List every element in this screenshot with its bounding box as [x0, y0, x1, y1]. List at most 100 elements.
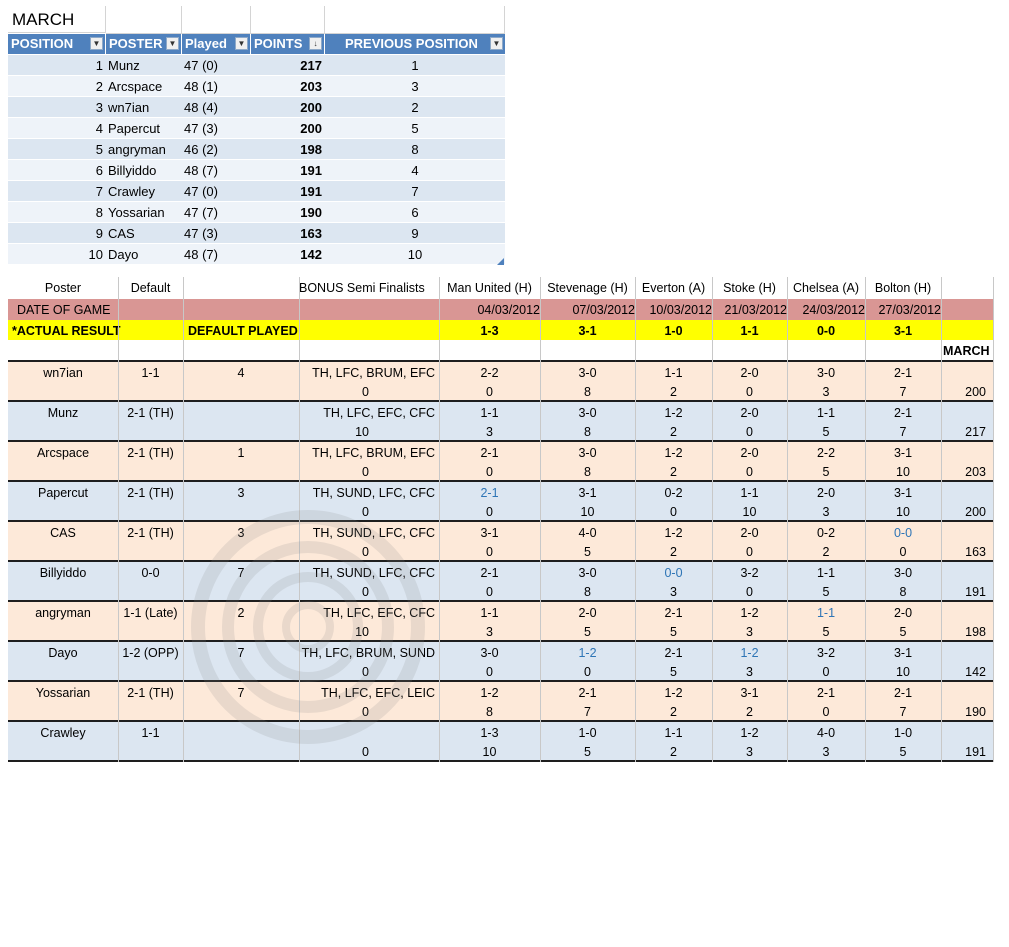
prediction-cell: 4-0	[816, 726, 836, 740]
prediction-cell: 2-0	[893, 606, 913, 620]
poster-name: CAS	[50, 526, 76, 540]
prediction-cell: 0-0	[664, 566, 683, 580]
standings-poster-cell: angryman	[106, 139, 182, 160]
sort-descending-icon[interactable]: ↓	[309, 37, 322, 50]
prediction-points-cell: 7	[899, 385, 907, 399]
standings-played-cell: 47 (0)	[182, 55, 251, 76]
standings-previous-cell: 8	[325, 139, 505, 160]
standings-poster-cell: Dayo	[106, 244, 182, 265]
standings-position-cell: 3	[8, 97, 106, 118]
prediction-points-cell: 3	[746, 625, 753, 639]
standings-points-cell: 142	[251, 244, 325, 265]
poster-name: Papercut	[37, 486, 89, 500]
actual-result-row	[8, 320, 994, 340]
fixture-team-header: Stoke (H)	[723, 281, 776, 295]
prediction-points-cell: 5	[670, 625, 677, 639]
prediction-cell: 2-1	[893, 686, 913, 700]
grid-cell	[106, 6, 182, 34]
prediction-points-cell: 0	[746, 585, 753, 599]
predictions-table: Poster Default BONUS Semi Finalists Man …	[8, 277, 994, 772]
prediction-points-cell: 5	[899, 745, 907, 759]
standings-played-cell: 47 (7)	[182, 202, 251, 223]
prediction-cell: 0-2	[816, 526, 836, 540]
prediction-cell: 3-1	[480, 526, 499, 540]
prediction-points-cell: 7	[899, 425, 907, 439]
fixture-actual-result: 3-1	[893, 324, 913, 338]
filter-dropdown-icon[interactable]: ▼	[90, 37, 103, 50]
poster-row	[8, 562, 994, 600]
prediction-cell: 4-0	[578, 526, 597, 540]
grid-cell	[251, 6, 325, 34]
row-separator	[8, 680, 994, 682]
prediction-points-cell: 10	[896, 505, 910, 519]
standings-played-cell: 48 (7)	[182, 160, 251, 181]
poster-name: angryman	[35, 606, 91, 620]
prediction-points-cell: 0	[486, 585, 493, 599]
filter-dropdown-icon[interactable]: ▼	[490, 37, 503, 50]
prediction-cell: 1-1	[480, 406, 499, 420]
prediction-cell: 3-2	[740, 566, 759, 580]
prediction-points-cell: 7	[584, 705, 591, 719]
grid-line	[118, 277, 119, 762]
standings-row: 4 Papercut 47 (3) 200 5	[8, 118, 505, 139]
bonus-semi-finalists: TH, SUND, LFC, CFC	[312, 526, 435, 540]
header-poster[interactable]: POSTER ▼	[106, 34, 182, 54]
monthly-total: 163	[965, 545, 986, 559]
standings-poster-cell: CAS	[106, 223, 182, 244]
filter-dropdown-icon[interactable]: ▼	[235, 37, 248, 50]
header-label: POSITION	[11, 36, 74, 51]
prediction-points-cell: 8	[486, 705, 493, 719]
grid-cell	[325, 6, 505, 34]
prediction-cell: 3-1	[740, 686, 759, 700]
grid-line	[439, 277, 440, 762]
date-row-label: DATE OF GAME	[17, 303, 111, 317]
default-played-count: 2	[237, 606, 245, 620]
standings-row: 2 Arcspace 48 (1) 203 3	[8, 76, 505, 97]
standings-points-cell: 190	[251, 202, 325, 223]
header-points[interactable]: POINTS ↓	[251, 34, 325, 54]
prediction-cell: 2-1	[893, 366, 913, 380]
prediction-points-cell: 0	[899, 545, 907, 559]
bonus-points: 0	[362, 545, 369, 559]
prediction-points-cell: 0	[746, 385, 753, 399]
prediction-cell: 3-0	[893, 566, 913, 580]
standings-poster-cell: Crawley	[106, 181, 182, 202]
prediction-cell: 2-0	[740, 366, 759, 380]
standings-poster-cell: Billyiddo	[106, 160, 182, 181]
bonus-semi-finalists: TH, LFC, EFC, LEIC	[321, 686, 435, 700]
prediction-cell: 3-0	[578, 566, 597, 580]
standings-previous-cell: 2	[325, 97, 505, 118]
header-previous-position[interactable]: PREVIOUS POSITION ▼	[325, 34, 505, 54]
prediction-points-cell: 3	[822, 745, 830, 759]
monthly-total: 142	[965, 665, 986, 679]
header-label: Played	[185, 36, 227, 51]
grid-cell	[182, 6, 251, 34]
standings-row: 9 CAS 47 (3) 163 9	[8, 223, 505, 244]
row-separator	[8, 640, 994, 642]
row-separator	[8, 720, 994, 722]
standings-position-cell: 7	[8, 181, 106, 202]
header-label: POINTS	[254, 36, 303, 51]
prediction-points-cell: 2	[746, 705, 753, 719]
fixture-date: 21/03/2012	[724, 303, 787, 317]
prediction-points-cell: 5	[584, 625, 591, 639]
table-resize-handle-icon[interactable]	[497, 258, 504, 265]
default-score: 1-1 (Late)	[123, 606, 178, 620]
filter-dropdown-icon[interactable]: ▼	[166, 37, 179, 50]
standings-row: 3 wn7ian 48 (4) 200 2	[8, 97, 505, 118]
prediction-points-cell: 3	[670, 585, 677, 599]
prediction-points-cell: 5	[584, 545, 591, 559]
fixture-team-header: Man United (H)	[447, 281, 532, 295]
header-bonus: BONUS Semi Finalists	[299, 281, 425, 295]
default-score: 2-1 (TH)	[127, 526, 174, 540]
header-position[interactable]: POSITION ▼	[8, 34, 106, 54]
poster-row	[8, 362, 994, 400]
monthly-total: 190	[965, 705, 986, 719]
prediction-points-cell: 0	[486, 385, 493, 399]
default-played-count: 3	[237, 486, 245, 500]
prediction-cell: 3-2	[816, 646, 836, 660]
default-played-label: DEFAULT PLAYED	[188, 324, 298, 338]
default-played-count: 1	[237, 446, 245, 460]
prediction-cell: 0-0	[893, 526, 913, 540]
header-played[interactable]: Played ▼	[182, 34, 251, 54]
